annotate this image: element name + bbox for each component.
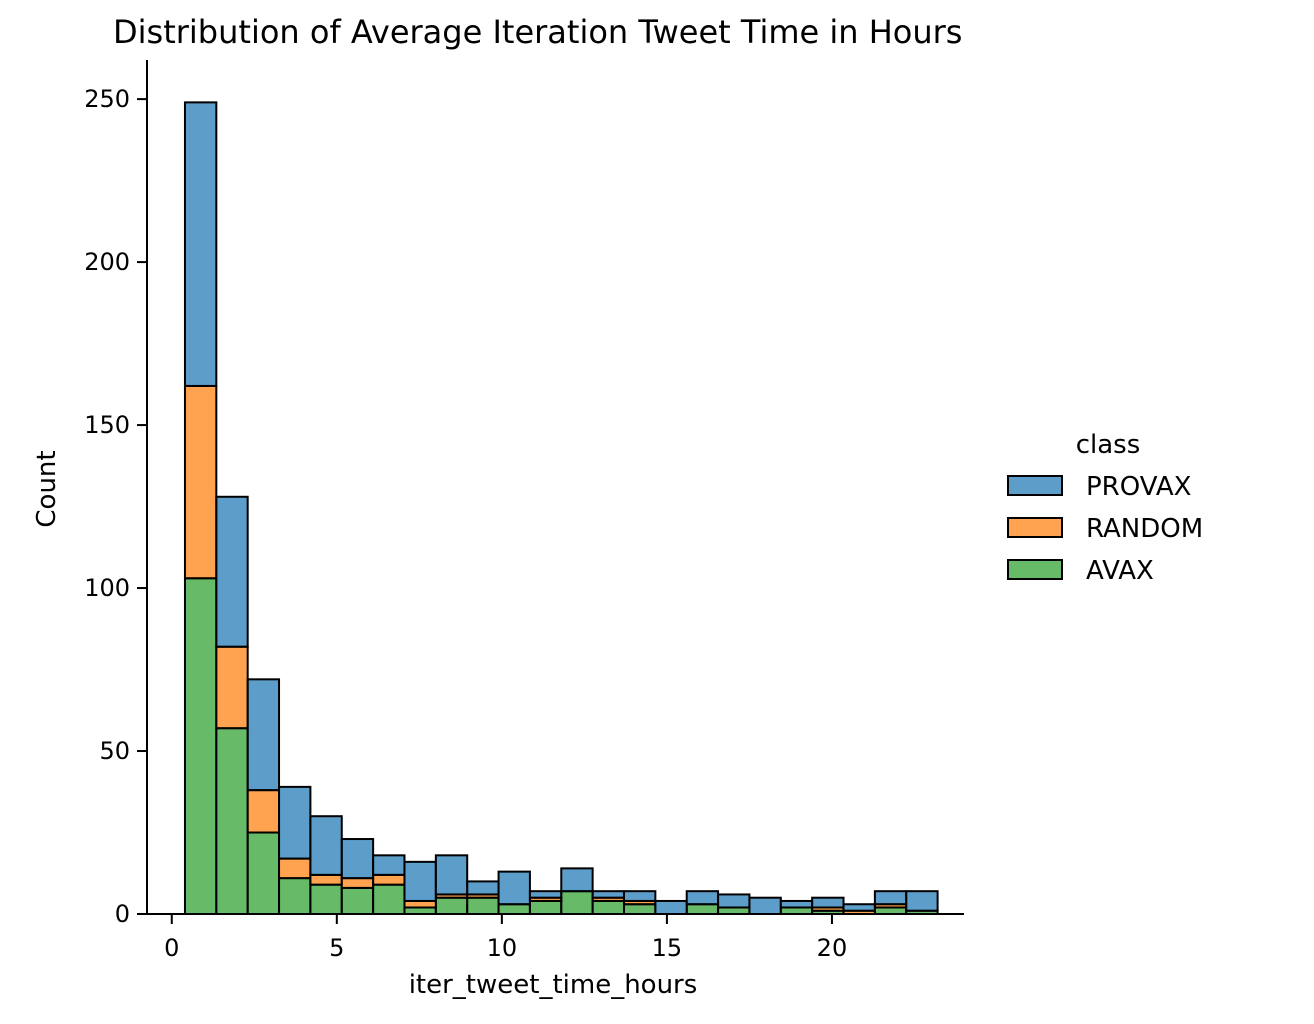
bar-avax-10 [497, 903, 531, 915]
bar-avax-5 [340, 886, 375, 915]
bar-random-4 [309, 873, 343, 886]
bars-layer [183, 101, 939, 916]
bar-avax-11 [528, 899, 563, 916]
bar-provax-20 [811, 896, 845, 909]
bar-provax-3 [278, 785, 312, 860]
bar-avax-13 [591, 899, 625, 916]
bar-random-2 [246, 789, 281, 834]
bar-provax-16 [685, 890, 720, 906]
bar-provax-14 [622, 890, 657, 902]
bar-random-5 [340, 877, 375, 889]
bar-provax-23 [905, 890, 939, 912]
y-tick-label: 250 [84, 85, 130, 113]
y-axis-label: Count [32, 450, 62, 527]
bar-random-3 [278, 857, 312, 880]
x-tick-label: 10 [487, 934, 518, 962]
legend-title: class [1076, 430, 1141, 460]
bar-avax-0 [183, 577, 218, 915]
bar-random-6 [372, 873, 406, 886]
legend: class PROVAX RANDOM AVAX [1007, 430, 1203, 586]
bar-avax-12 [560, 890, 594, 916]
bar-provax-10 [497, 870, 531, 906]
bar-provax-1 [215, 495, 249, 648]
bar-provax-21 [842, 903, 876, 912]
bar-provax-5 [340, 838, 375, 880]
chart-title: Distribution of Average Iteration Tweet … [113, 13, 962, 51]
legend-swatch-avax [1007, 559, 1063, 580]
x-tick-label: 5 [329, 934, 344, 962]
bar-avax-6 [372, 883, 406, 916]
bar-avax-16 [685, 903, 720, 915]
x-ticks: 0 5 10 15 20 [164, 914, 847, 962]
bar-provax-6 [372, 854, 406, 876]
bar-provax-17 [717, 893, 751, 909]
y-tick-label: 200 [84, 248, 130, 276]
bar-provax-8 [434, 854, 469, 896]
bar-provax-0 [183, 101, 218, 387]
y-tick-label: 0 [115, 900, 130, 928]
bar-provax-2 [246, 678, 281, 792]
bar-avax-8 [434, 896, 469, 915]
legend-label-provax: PROVAX [1086, 472, 1191, 502]
bar-avax-2 [246, 831, 281, 916]
bar-provax-11 [528, 890, 563, 899]
bar-provax-15 [654, 899, 688, 916]
bar-provax-4 [309, 815, 343, 876]
bar-avax-4 [309, 883, 343, 916]
bar-provax-12 [560, 867, 594, 893]
legend-label-avax: AVAX [1086, 556, 1154, 586]
x-axis-label: iter_tweet_time_hours [409, 970, 698, 1000]
bar-random-0 [183, 384, 218, 580]
bar-provax-9 [466, 880, 500, 896]
y-tick-label: 50 [99, 737, 130, 765]
x-tick-label: 0 [164, 934, 179, 962]
bar-provax-22 [873, 890, 908, 906]
bar-random-1 [215, 645, 249, 730]
y-tick-label: 150 [84, 411, 130, 439]
bar-avax-1 [215, 727, 249, 916]
legend-label-random: RANDOM [1086, 514, 1203, 544]
y-ticks: 0 50 100 150 200 250 [84, 85, 147, 928]
legend-swatch-provax [1007, 475, 1063, 496]
bar-provax-18 [748, 896, 782, 915]
y-tick-label: 100 [84, 574, 130, 602]
legend-swatch-random [1007, 517, 1063, 538]
bar-avax-14 [622, 903, 657, 915]
bar-provax-7 [403, 860, 437, 902]
bar-avax-3 [278, 877, 312, 915]
x-tick-label: 20 [817, 934, 848, 962]
bar-provax-13 [591, 890, 625, 899]
bar-avax-9 [466, 896, 500, 915]
x-tick-label: 15 [652, 934, 683, 962]
bar-provax-19 [779, 899, 814, 909]
